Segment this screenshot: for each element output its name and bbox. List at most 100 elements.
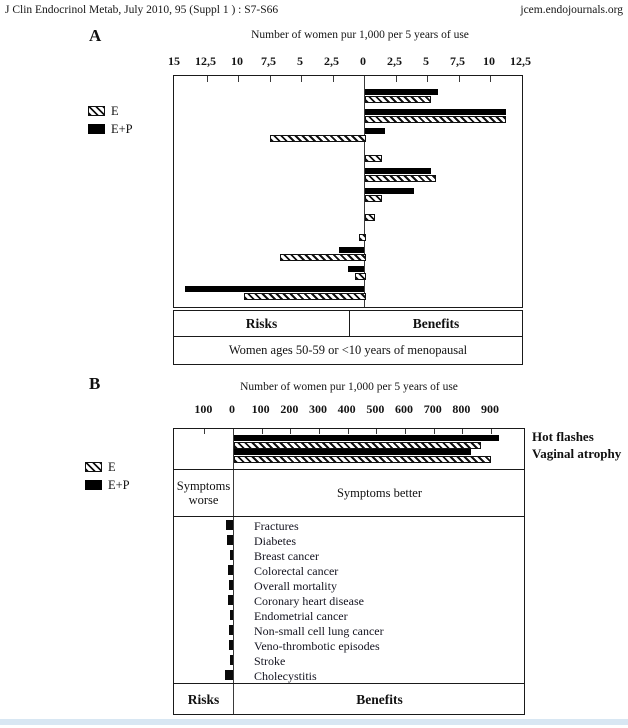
divider xyxy=(174,516,524,517)
legend-item-ep: E+P xyxy=(88,120,133,138)
axis-tick-label: 10 xyxy=(483,54,495,68)
bar-ep xyxy=(234,449,471,455)
near-zero-mark xyxy=(228,640,233,650)
axis-tick-label: 15 xyxy=(168,54,180,68)
list-item-label: Cholecystitis xyxy=(254,668,317,683)
axis-tick-label: 0 xyxy=(229,402,235,416)
vaginal-atrophy-side-label: Vaginal atrophy xyxy=(532,446,622,461)
axis-tick-mark xyxy=(491,429,493,434)
panel-a-benefits-label: Benefits xyxy=(412,315,460,331)
bar-ep xyxy=(347,266,364,273)
near-zero-mark xyxy=(228,565,233,575)
panel-a-risks-label: Risks xyxy=(174,311,350,336)
bar-e xyxy=(365,214,376,222)
panel-b-title: Number of women pur 1,000 per 5 years of… xyxy=(240,381,458,393)
hot-flashes-side-label: Hot flashes xyxy=(532,429,594,444)
panel-a-plot xyxy=(173,75,523,308)
axis-tick-label: 300 xyxy=(309,402,327,416)
bar-ep xyxy=(365,187,415,194)
axis-tick-label: 5 xyxy=(423,54,429,68)
bar-e xyxy=(365,194,383,202)
axis-tick-mark xyxy=(427,76,428,82)
axis-tick-label: 12,5 xyxy=(195,54,216,68)
list-item-label: Coronary heart disease xyxy=(254,593,364,608)
axis-tick-mark xyxy=(269,76,271,82)
panel-a-axis: 15 12,5 10 7,5 5 2,5 0 2,5 5 7,5 10 12,5 xyxy=(168,54,531,68)
axis-tick-label: 100 xyxy=(251,402,270,416)
list-item-label: Endometrial cancer xyxy=(254,608,348,623)
axis-tick-label: 7,5 xyxy=(261,54,276,68)
panel-b-axis: 100 0 100 200 300 400 500 600 700 800 900 xyxy=(173,402,525,416)
bar-e xyxy=(234,456,492,463)
near-zero-mark xyxy=(228,625,233,635)
bar-e xyxy=(234,442,482,449)
list-item-label: Veno-thrombotic episodes xyxy=(254,638,380,653)
panel-b-zero-line xyxy=(233,429,234,714)
axis-tick-mark xyxy=(332,76,334,82)
bar-e xyxy=(358,233,366,241)
panel-b-letter: B xyxy=(89,374,101,393)
near-zero-mark xyxy=(230,610,233,620)
list-item-label: Stroke xyxy=(254,653,286,668)
bar-e xyxy=(269,135,366,143)
bar-e xyxy=(244,293,366,300)
bar-ep xyxy=(185,286,364,292)
legend-item-e: E xyxy=(85,458,130,476)
near-zero-mark xyxy=(229,550,233,560)
panel-a-letter: A xyxy=(89,26,102,45)
bar-e xyxy=(355,273,366,281)
axis-tick-mark xyxy=(462,429,464,434)
legend-ep-label: E+P xyxy=(111,121,133,136)
legend-e-label: E xyxy=(108,459,116,474)
legend-ep-label: E+P xyxy=(108,477,130,492)
legend-item-e: E xyxy=(88,102,133,120)
panel-b-table: Symptoms worse Symptoms better Risks Ben… xyxy=(173,428,525,715)
list-item-label: Overall mortality xyxy=(254,578,337,593)
journal-url: jcem.endojournals.org xyxy=(520,4,623,16)
axis-tick-label: 900 xyxy=(481,402,500,416)
page-edge-strip xyxy=(0,719,628,725)
bar-ep xyxy=(234,435,500,441)
list-item-label: Colorectal cancer xyxy=(254,563,339,578)
axis-tick-mark xyxy=(405,429,407,434)
bar-e xyxy=(365,96,432,103)
axis-tick-mark xyxy=(376,429,378,434)
axis-tick-mark xyxy=(204,429,206,434)
list-item-label: Non-small cell lung cancer xyxy=(254,623,384,638)
near-zero-mark xyxy=(227,535,233,545)
axis-tick-label: 200 xyxy=(280,402,299,416)
axis-tick-label: 7,5 xyxy=(450,54,465,68)
panel-b-legend: E E+P xyxy=(85,458,130,494)
solid-swatch-icon xyxy=(88,124,105,134)
hatched-swatch-icon xyxy=(85,462,102,472)
list-item-label: Diabetes xyxy=(254,533,296,548)
axis-tick-mark xyxy=(490,76,491,82)
divider xyxy=(174,469,524,470)
hatched-swatch-icon xyxy=(88,106,105,116)
axis-tick-mark xyxy=(458,76,460,82)
panel-a-footer-row: Women ages 50-59 or <10 years of menopau… xyxy=(173,336,523,365)
panel-b-symptoms-worse-label: Symptoms worse xyxy=(176,478,231,507)
panel-a-zero-line xyxy=(364,76,365,307)
axis-tick-label: 600 xyxy=(395,402,414,416)
axis-tick-label: 100 xyxy=(194,402,213,416)
axis-tick-mark xyxy=(261,429,263,434)
axis-tick-label: 12,5 xyxy=(510,54,531,68)
divider xyxy=(174,683,524,684)
axis-tick-label: 5 xyxy=(297,54,303,68)
near-zero-mark xyxy=(229,655,233,665)
list-item-label: Breast cancer xyxy=(254,548,319,563)
list-item-label: Fractures xyxy=(254,518,299,533)
near-zero-mark xyxy=(224,670,233,680)
bar-ep xyxy=(365,128,386,135)
panel-b-symptoms-better-label: Symptoms better xyxy=(336,485,423,500)
axis-tick-mark xyxy=(347,429,349,434)
axis-tick-label: 700 xyxy=(423,402,442,416)
panel-a-footer-label: Women ages 50-59 or <10 years of menopau… xyxy=(228,343,468,358)
legend-item-ep: E+P xyxy=(85,476,130,494)
axis-tick-label: 2,5 xyxy=(324,54,339,68)
axis-tick-mark xyxy=(433,429,435,434)
panel-a-legend: E E+P xyxy=(88,102,133,138)
axis-tick-label: 400 xyxy=(337,402,356,416)
panel-b-risks-label: Risks xyxy=(187,691,220,707)
